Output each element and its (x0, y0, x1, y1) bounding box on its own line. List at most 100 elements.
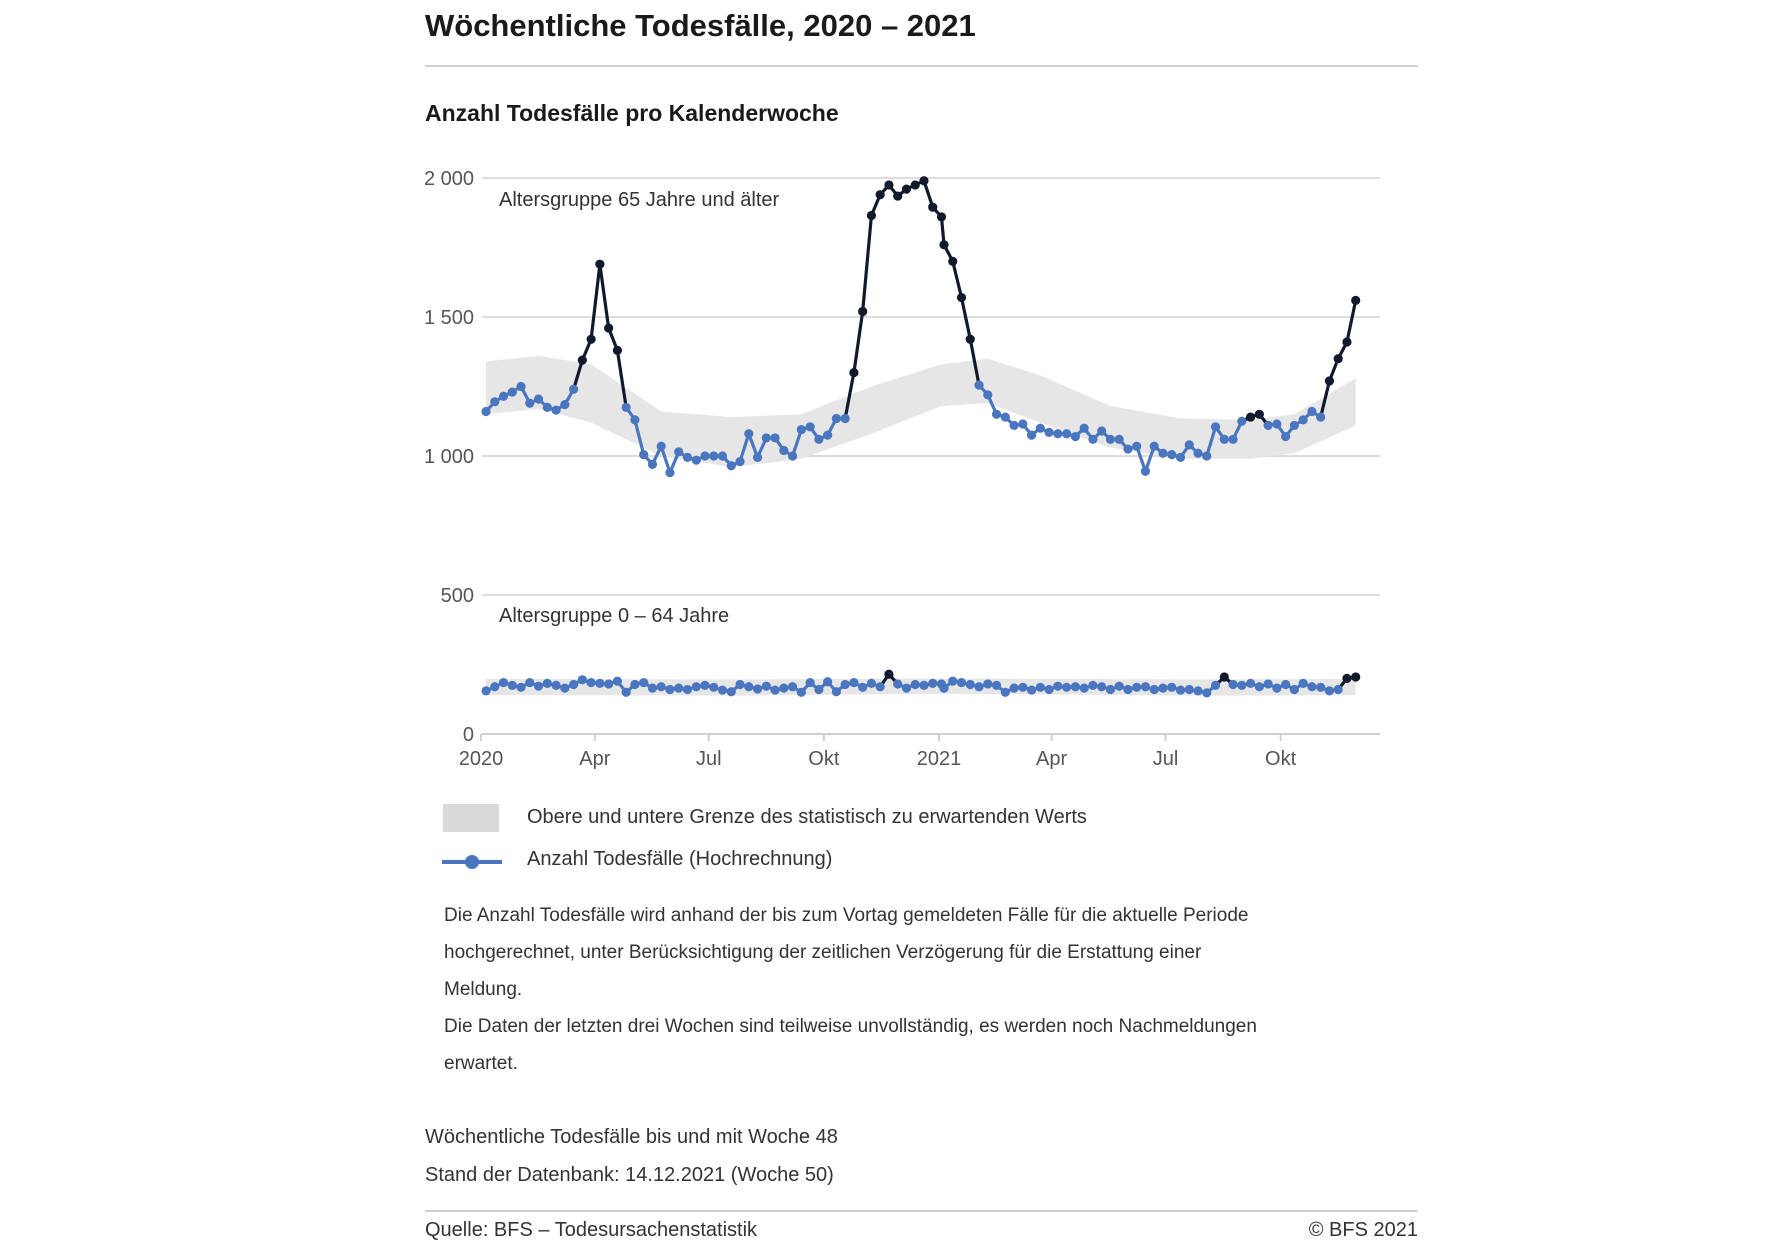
series-segment (939, 215, 946, 247)
y-tick-label: 1 000 (424, 446, 474, 468)
data-point (761, 681, 771, 691)
data-point (1342, 673, 1352, 684)
data-point (569, 384, 579, 394)
data-point (630, 415, 640, 425)
x-tick-label: 2021 (917, 748, 962, 770)
series-segment (861, 213, 874, 314)
data-point (1158, 683, 1168, 693)
data-point (1351, 295, 1361, 305)
data-point (1158, 448, 1168, 458)
data-point (1035, 682, 1045, 692)
data-point (490, 682, 500, 692)
data-point (674, 683, 684, 693)
data-point (1140, 682, 1151, 692)
panel-label-65plus: Altersgruppe 65 Jahre und älter (499, 189, 780, 211)
data-point (901, 683, 912, 693)
data-point (991, 409, 1002, 419)
y-tick-label: 500 (441, 585, 474, 607)
data-point (1281, 679, 1291, 690)
data-point (1228, 434, 1238, 444)
data-point (656, 682, 666, 692)
data-point (814, 684, 824, 695)
data-point (481, 406, 491, 417)
x-tick-label: 2020 (459, 748, 504, 770)
note-line: Die Anzahl Todesfälle wird anhand der bi… (444, 905, 1249, 926)
data-point (1097, 426, 1107, 436)
data-point (910, 180, 920, 190)
data-point (1044, 427, 1054, 437)
data-point (884, 180, 894, 190)
data-point (682, 684, 693, 695)
data-point (866, 678, 877, 689)
data-point (525, 398, 535, 408)
data-point (858, 306, 868, 317)
data-point (1202, 451, 1212, 461)
data-point (604, 679, 614, 689)
data-point (700, 451, 710, 461)
data-point (1184, 440, 1194, 450)
data-point (1342, 337, 1352, 347)
data-point (752, 452, 763, 462)
data-point (928, 678, 938, 689)
series-segment (1205, 425, 1218, 458)
note-line: hochgerechnet, unter Berücksichtigung de… (444, 942, 1202, 963)
data-point (533, 394, 544, 404)
x-tick-label: Apr (1036, 748, 1067, 770)
data-point (919, 680, 929, 690)
data-point (1219, 672, 1229, 682)
series-segment (959, 295, 972, 341)
data-point (1009, 420, 1019, 431)
data-point (1202, 688, 1212, 698)
data-point (1254, 682, 1264, 692)
data-point (1237, 416, 1247, 426)
data-point (1175, 452, 1186, 462)
x-tick-label: Jul (696, 748, 722, 770)
data-point (1053, 429, 1063, 439)
y-tick-label: 2 000 (424, 168, 474, 190)
data-point (965, 334, 975, 344)
data-point (858, 682, 868, 692)
data-point (507, 680, 517, 690)
expected-bands (486, 355, 1356, 696)
data-point (1245, 678, 1256, 689)
data-point (542, 678, 552, 689)
data-point (1167, 682, 1177, 692)
data-point (779, 683, 789, 693)
data-point (1219, 434, 1229, 444)
data-point (849, 368, 859, 378)
data-point (875, 682, 885, 692)
data-point (770, 433, 780, 443)
data-point (1175, 685, 1186, 695)
data-point (682, 452, 693, 462)
data-point (691, 682, 701, 692)
note-line: Meldung. (444, 979, 523, 1000)
data-point (787, 682, 798, 692)
series-segment (951, 259, 964, 300)
data-point (965, 679, 975, 690)
chart: 0 500 1 000 1 500 2 000 2020 Apr Jul Okt 2021 Apr J… (424, 168, 1380, 770)
panel-label-0-64: Altersgruppe 0 – 64 Jahre (499, 605, 729, 627)
data-point (893, 679, 903, 689)
data-point (974, 380, 984, 390)
y-tick-label: 1 500 (424, 307, 474, 329)
data-point (1079, 423, 1089, 433)
data-point (901, 184, 912, 194)
data-point (1307, 406, 1317, 417)
data-point (796, 687, 806, 697)
data-point (893, 191, 903, 201)
series-segment (615, 348, 628, 409)
data-point (1123, 684, 1133, 695)
copyright-label: © BFS 2021 (1308, 1219, 1418, 1241)
data-point (840, 413, 850, 424)
data-point (595, 678, 605, 689)
data-point (490, 397, 500, 407)
note-line: Die Daten der letzten drei Wochen sind t… (444, 1016, 1257, 1037)
data-point (814, 434, 824, 444)
data-point (831, 687, 841, 697)
data-point (866, 210, 877, 221)
data-point (1298, 415, 1308, 425)
data-point (1027, 685, 1037, 695)
data-point (569, 679, 579, 690)
data-point (1088, 434, 1098, 444)
data-point (560, 399, 570, 410)
